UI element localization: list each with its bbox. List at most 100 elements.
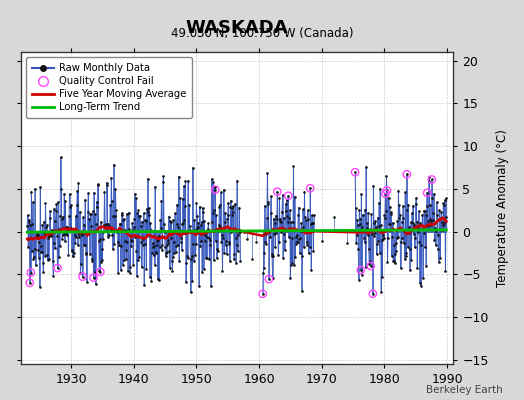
Point bbox=[35, 255, 43, 261]
Point bbox=[375, 222, 383, 229]
Point bbox=[158, 247, 166, 254]
Point bbox=[441, 268, 450, 274]
Point bbox=[308, 220, 316, 226]
Point bbox=[76, 209, 84, 215]
Point bbox=[86, 250, 94, 257]
Point bbox=[80, 221, 89, 228]
Point bbox=[137, 239, 145, 245]
Point bbox=[194, 220, 202, 226]
Point bbox=[208, 176, 216, 182]
Point bbox=[234, 229, 243, 236]
Point bbox=[90, 190, 98, 196]
Point bbox=[30, 254, 38, 260]
Point bbox=[183, 255, 192, 262]
Point bbox=[372, 224, 380, 230]
Point bbox=[370, 220, 378, 227]
Point bbox=[83, 278, 91, 285]
Point bbox=[218, 232, 226, 238]
Point bbox=[351, 169, 359, 175]
Point bbox=[354, 246, 363, 252]
Point bbox=[391, 248, 400, 254]
Point bbox=[367, 263, 375, 269]
Point bbox=[37, 242, 46, 249]
Point bbox=[112, 207, 120, 214]
Point bbox=[395, 214, 403, 221]
Point bbox=[31, 262, 40, 268]
Point bbox=[190, 258, 198, 265]
Point bbox=[356, 221, 365, 228]
Point bbox=[291, 254, 299, 260]
Point bbox=[226, 204, 235, 210]
Point bbox=[43, 252, 51, 258]
Point bbox=[420, 207, 429, 214]
Point bbox=[367, 211, 376, 218]
Point bbox=[259, 264, 268, 271]
Point bbox=[110, 161, 118, 168]
Point bbox=[66, 191, 74, 197]
Point bbox=[206, 241, 214, 248]
Point bbox=[365, 246, 373, 252]
Point bbox=[101, 224, 110, 231]
Point bbox=[233, 177, 241, 184]
Point bbox=[221, 210, 230, 216]
Point bbox=[411, 234, 419, 241]
Point bbox=[122, 255, 130, 262]
Point bbox=[97, 246, 106, 252]
Point bbox=[43, 257, 52, 264]
Point bbox=[92, 221, 100, 227]
Point bbox=[431, 225, 439, 231]
Point bbox=[397, 239, 405, 246]
Point bbox=[159, 178, 167, 185]
Point bbox=[162, 249, 171, 255]
Point bbox=[134, 207, 143, 213]
Point bbox=[289, 163, 298, 170]
Point bbox=[140, 282, 148, 288]
Point bbox=[26, 222, 35, 228]
Point bbox=[427, 218, 435, 224]
Point bbox=[407, 256, 416, 263]
Point bbox=[258, 291, 267, 297]
Point bbox=[32, 234, 40, 240]
Point bbox=[157, 224, 165, 231]
Point bbox=[51, 218, 60, 224]
Point bbox=[202, 229, 211, 236]
Point bbox=[261, 239, 269, 245]
Point bbox=[298, 253, 307, 260]
Point bbox=[44, 234, 52, 241]
Point bbox=[29, 199, 37, 206]
Point bbox=[409, 202, 417, 209]
Point bbox=[94, 181, 102, 188]
Point bbox=[197, 238, 205, 244]
Point bbox=[64, 224, 72, 231]
Point bbox=[274, 252, 282, 258]
Point bbox=[200, 266, 208, 272]
Point bbox=[70, 250, 78, 256]
Point bbox=[296, 250, 304, 257]
Point bbox=[366, 226, 375, 232]
Point bbox=[421, 212, 430, 218]
Point bbox=[174, 174, 183, 180]
Point bbox=[302, 217, 310, 224]
Point bbox=[354, 222, 362, 228]
Point bbox=[115, 221, 124, 228]
Point bbox=[415, 238, 423, 245]
Point bbox=[148, 250, 156, 256]
Point bbox=[58, 236, 67, 242]
Point bbox=[262, 230, 270, 237]
Point bbox=[128, 226, 137, 233]
Point bbox=[367, 263, 375, 269]
Point bbox=[154, 237, 162, 243]
Point bbox=[394, 234, 402, 240]
Point bbox=[270, 231, 278, 238]
Point bbox=[414, 208, 423, 214]
Point bbox=[399, 240, 408, 247]
Point bbox=[357, 267, 365, 273]
Point bbox=[77, 260, 85, 267]
Point bbox=[228, 212, 237, 218]
Point bbox=[417, 242, 425, 248]
Text: Berkeley Earth: Berkeley Earth bbox=[427, 385, 503, 395]
Point bbox=[168, 258, 176, 264]
Point bbox=[64, 252, 73, 258]
Point bbox=[402, 253, 410, 259]
Point bbox=[220, 187, 228, 193]
